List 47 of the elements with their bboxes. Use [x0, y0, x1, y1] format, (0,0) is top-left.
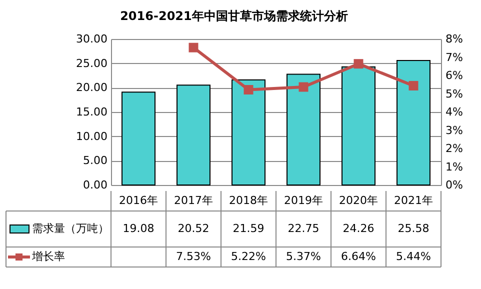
x-tick-label: 2016年: [119, 194, 158, 207]
text: 5.00: [83, 154, 108, 168]
data-label: 5.44%: [396, 250, 431, 263]
data-label: 21.59: [232, 222, 264, 235]
text: 20.00: [76, 81, 108, 94]
text: 10.00: [76, 130, 108, 143]
point: [244, 84, 254, 94]
bar: [396, 60, 430, 186]
bar: [122, 92, 156, 186]
legend-label: 需求量（万吨）: [32, 222, 109, 235]
data-label: 20.52: [178, 222, 210, 235]
y2-tick-label: 4%: [446, 106, 463, 118]
y2-tick-label: 6%: [446, 69, 463, 82]
point: [188, 42, 198, 52]
y2-tick-label: 5%: [446, 87, 463, 100]
text: 15.00: [76, 106, 108, 118]
y2-tick-label: 2%: [446, 142, 463, 155]
data-label: 24.26: [342, 222, 374, 235]
x-tick-label: 2021年: [394, 194, 433, 207]
x-tick-label: 2017年: [174, 194, 213, 207]
x-tick-label: 2020年: [339, 194, 378, 207]
data-label: 6.64%: [341, 250, 376, 263]
y2-tick-label: 7%: [446, 50, 463, 64]
data-label: 19.08: [122, 222, 154, 235]
data-label: 7.53%: [176, 250, 211, 263]
text: 30.00: [76, 32, 108, 46]
point: [408, 80, 418, 90]
x-tick-label: 2019年: [284, 194, 323, 207]
bar: [342, 66, 376, 186]
data-label: 5.37%: [286, 250, 321, 263]
bar: [286, 74, 320, 186]
text: 25.00: [76, 56, 108, 70]
data-label: 5.22%: [231, 250, 266, 263]
point: [298, 82, 308, 92]
point: [354, 59, 364, 69]
data-label: 25.58: [398, 222, 430, 235]
bar: [232, 79, 266, 186]
data-label: 22.75: [288, 222, 320, 235]
y2-tick-label: 8%: [446, 32, 463, 46]
x-tick-label: 2018年: [229, 194, 268, 207]
y2-tick-label: 1%: [446, 160, 463, 174]
text: 0.00: [83, 178, 108, 192]
bar: [176, 84, 210, 186]
legend-label: 增长率: [31, 250, 65, 263]
chart-title: 2016-2021年中国甘草市场需求统计分析: [120, 9, 348, 23]
y2-tick-label: 3%: [446, 124, 463, 137]
y2-tick-label: 0%: [446, 178, 463, 192]
